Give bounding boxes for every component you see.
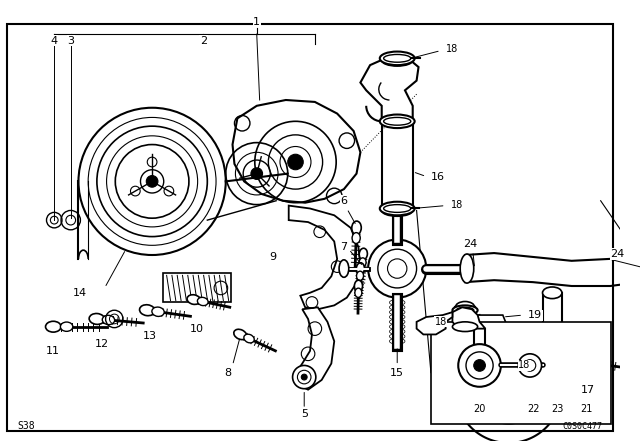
Text: 20: 20 (473, 404, 486, 414)
Ellipse shape (355, 280, 362, 292)
Ellipse shape (152, 307, 164, 316)
Text: S38: S38 (17, 421, 35, 431)
Polygon shape (472, 315, 507, 335)
Ellipse shape (460, 254, 474, 283)
Circle shape (474, 360, 485, 371)
Text: 24: 24 (611, 249, 625, 259)
Ellipse shape (580, 358, 593, 367)
Ellipse shape (380, 115, 415, 128)
Ellipse shape (102, 315, 115, 325)
Circle shape (288, 154, 303, 170)
Ellipse shape (187, 295, 200, 305)
Text: 7: 7 (340, 242, 348, 252)
Text: 4: 4 (51, 36, 58, 46)
Text: 3: 3 (67, 36, 74, 46)
Polygon shape (289, 206, 360, 309)
Ellipse shape (352, 221, 361, 235)
Ellipse shape (567, 355, 582, 366)
Ellipse shape (381, 55, 413, 66)
Ellipse shape (234, 329, 247, 340)
Ellipse shape (380, 52, 415, 65)
Text: 5: 5 (301, 409, 308, 419)
Ellipse shape (60, 322, 73, 332)
Polygon shape (452, 307, 485, 329)
Text: C0S0C477: C0S0C477 (563, 422, 603, 431)
Circle shape (147, 176, 158, 187)
Ellipse shape (356, 263, 364, 274)
Text: 23: 23 (551, 404, 564, 414)
Polygon shape (360, 57, 419, 121)
Ellipse shape (355, 288, 362, 297)
Ellipse shape (356, 271, 364, 280)
Text: 6: 6 (340, 196, 348, 206)
Text: 8: 8 (224, 368, 231, 378)
Text: 1: 1 (253, 17, 260, 26)
Text: 17: 17 (581, 385, 595, 395)
Text: 9: 9 (269, 252, 276, 262)
Bar (163, 273, 230, 302)
Ellipse shape (381, 205, 413, 216)
Ellipse shape (45, 321, 61, 332)
Circle shape (368, 240, 426, 297)
Ellipse shape (359, 248, 367, 260)
Text: 13: 13 (143, 332, 157, 341)
Ellipse shape (89, 314, 104, 324)
Ellipse shape (475, 360, 504, 371)
Bar (431, 322, 611, 424)
Ellipse shape (359, 258, 366, 267)
Ellipse shape (455, 302, 475, 313)
Polygon shape (232, 100, 360, 202)
Text: 19: 19 (528, 310, 542, 320)
Text: 18: 18 (451, 200, 463, 210)
Text: 2: 2 (200, 36, 207, 46)
Text: 14: 14 (73, 288, 87, 298)
Ellipse shape (380, 202, 415, 215)
Ellipse shape (244, 334, 254, 343)
Circle shape (251, 168, 262, 180)
Ellipse shape (140, 305, 155, 316)
Text: 15: 15 (390, 368, 404, 378)
Text: 10: 10 (189, 323, 204, 334)
Text: 18: 18 (518, 361, 531, 370)
Circle shape (292, 366, 316, 389)
Ellipse shape (339, 260, 349, 277)
Text: 16: 16 (431, 172, 445, 181)
Circle shape (518, 354, 541, 377)
Text: 24: 24 (463, 239, 477, 250)
Circle shape (301, 374, 307, 380)
Text: 12: 12 (95, 339, 109, 349)
Text: 11: 11 (46, 346, 60, 356)
Ellipse shape (352, 233, 360, 243)
Text: 18: 18 (445, 43, 458, 54)
Polygon shape (296, 307, 334, 390)
Text: 18: 18 (435, 317, 447, 327)
Ellipse shape (543, 287, 562, 299)
Text: 22: 22 (527, 404, 540, 414)
Text: 21: 21 (580, 404, 593, 414)
Ellipse shape (452, 322, 477, 332)
Circle shape (458, 344, 501, 387)
Polygon shape (417, 312, 452, 335)
Ellipse shape (452, 306, 477, 315)
Ellipse shape (197, 297, 208, 306)
